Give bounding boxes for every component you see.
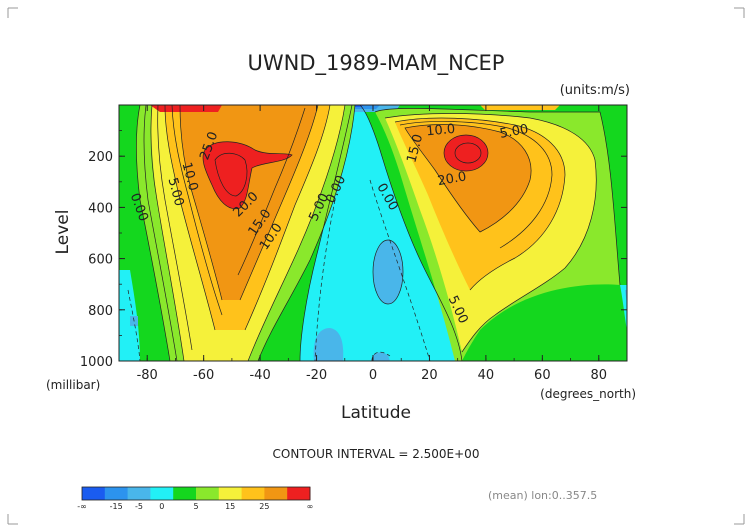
x-tick-label: 40	[478, 368, 495, 383]
footnote: (mean) lon:0..357.5	[488, 489, 597, 502]
x-tick-label: -20	[306, 368, 327, 383]
crop-marks	[7, 7, 745, 525]
units-label: (units:m/s)	[560, 83, 630, 98]
north-strat-gold	[480, 105, 560, 110]
y-axis-unit: (millibar)	[46, 378, 100, 392]
colorbar-label: 25	[259, 502, 269, 511]
x-tick-label: 0	[369, 368, 377, 383]
y-tick-label: 600	[88, 253, 113, 268]
x-axis: -80 -60 -40 -20 0 20 40 60 80	[118, 105, 628, 383]
colorbar-swatch	[173, 487, 197, 500]
colorbar-swatch	[82, 487, 106, 500]
colorbar-swatch	[196, 487, 220, 500]
contour-label: 10.0	[426, 122, 456, 139]
cyan-region-west	[119, 270, 140, 361]
contour-label: 5.00	[164, 176, 186, 208]
colorbar-label: 5	[193, 502, 198, 511]
south-jet-core	[202, 141, 292, 209]
y-tick-label: 400	[88, 201, 113, 216]
colorbar-swatch	[104, 487, 129, 500]
y-axis-title: Level	[53, 210, 73, 255]
x-tick-label: -40	[249, 368, 270, 383]
plot-area	[119, 105, 627, 361]
x-axis-unit: (degrees_north)	[540, 387, 636, 401]
chart-title: UWND_1989-MAM_NCEP	[248, 51, 505, 76]
x-tick-label: -80	[137, 368, 158, 383]
colorbar-frame	[81, 486, 311, 501]
cyan-region-east	[620, 285, 627, 330]
north-jet-core	[444, 135, 488, 171]
contour-label: 5.00	[499, 122, 530, 142]
south-strat-red	[150, 105, 222, 112]
colorbar-swatch	[218, 487, 243, 500]
y-tick-label: 800	[88, 304, 113, 319]
x-tick-label: 20	[421, 368, 438, 383]
colorbar-label: 0	[159, 502, 164, 511]
colorbar-label: ∞	[307, 502, 314, 511]
x-tick-label: -60	[193, 368, 214, 383]
colorbar-swatch	[264, 487, 288, 500]
contour-interval: CONTOUR INTERVAL = 2.500E+00	[273, 447, 480, 461]
light-blue-cell-3	[371, 352, 390, 361]
colorbar-swatch	[150, 487, 174, 500]
contour-lines	[135, 105, 621, 361]
north-jet-orange	[405, 124, 532, 232]
light-blue-cell-2	[313, 328, 344, 361]
negative-contours	[127, 179, 431, 361]
contour-label: 20.0	[436, 169, 467, 189]
colorbar-label: -∞	[77, 502, 87, 511]
colorbar-swatch	[241, 487, 265, 500]
contour-label: 10.0	[179, 161, 201, 193]
x-axis-title: Latitude	[341, 403, 411, 423]
x-tick-label: 80	[591, 368, 608, 383]
colorbar: -∞ -15 -5 0 5 15 25 ∞	[77, 486, 314, 511]
x-tick-label: 60	[534, 368, 551, 383]
y-tick-label: 200	[88, 150, 113, 165]
colorbar-swatch	[287, 487, 311, 500]
y-tick-label: 1000	[80, 355, 113, 370]
colorbar-label: -5	[135, 502, 143, 511]
colorbar-swatch	[127, 487, 151, 500]
contour-label: 15.0	[404, 133, 426, 165]
y-axis: 200 400 600 800 1000	[80, 130, 627, 370]
colorbar-label: -15	[110, 502, 123, 511]
colorbar-label: 15	[225, 502, 235, 511]
